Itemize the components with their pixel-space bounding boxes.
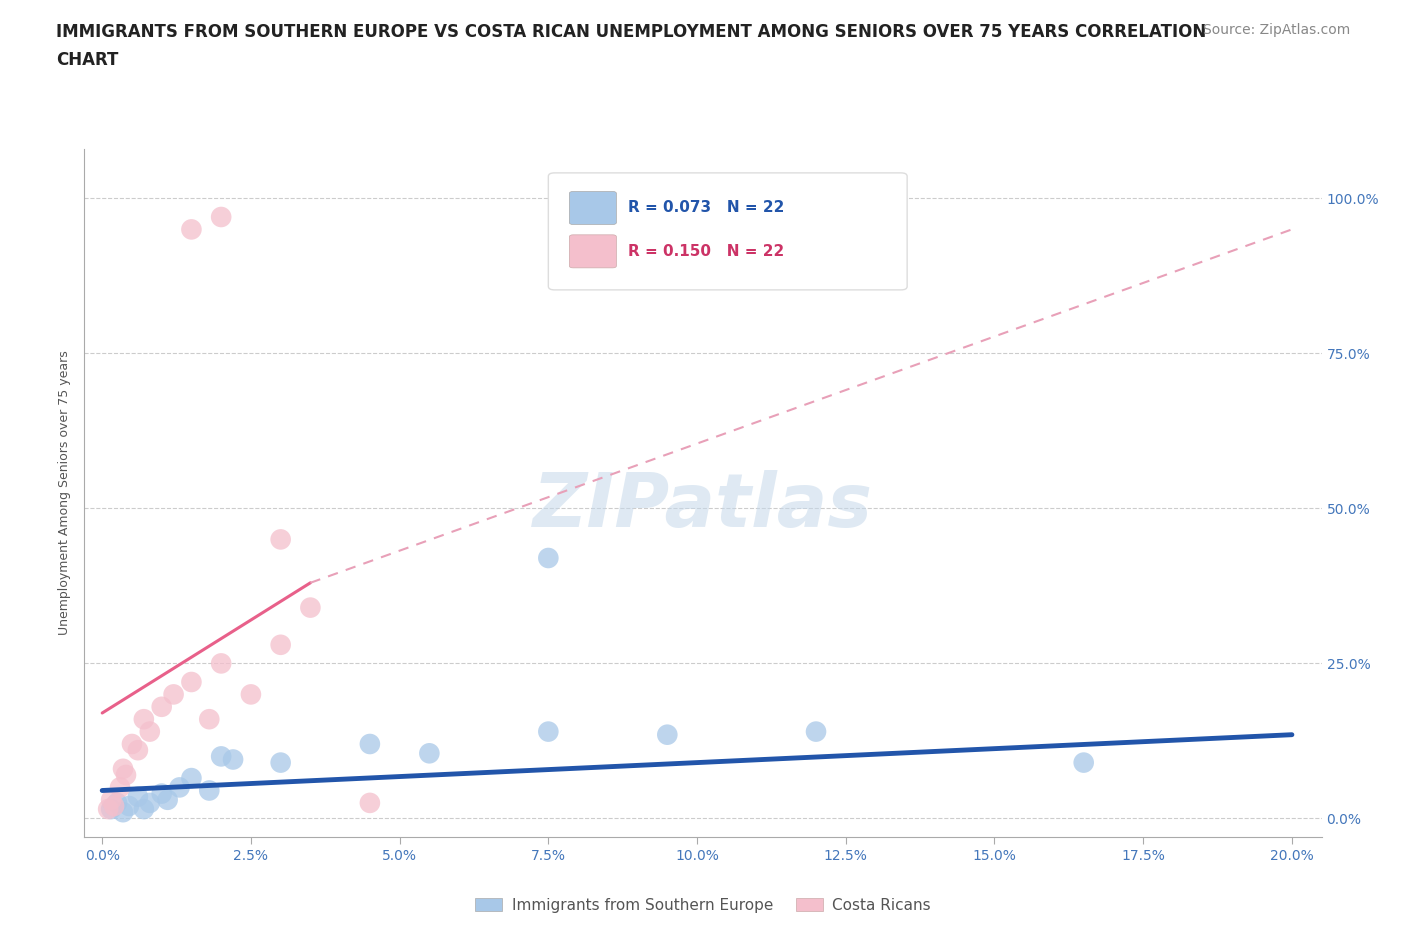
Point xyxy=(359,795,381,810)
Point xyxy=(537,551,560,565)
Point xyxy=(115,767,138,782)
Point xyxy=(239,687,262,702)
Point xyxy=(162,687,184,702)
Text: Source: ZipAtlas.com: Source: ZipAtlas.com xyxy=(1202,23,1350,37)
Point xyxy=(105,795,128,810)
Point xyxy=(100,792,122,807)
Point xyxy=(121,737,143,751)
Point xyxy=(156,792,179,807)
Point xyxy=(169,780,191,795)
Point xyxy=(180,674,202,689)
Point xyxy=(270,755,292,770)
Point xyxy=(270,532,292,547)
FancyBboxPatch shape xyxy=(569,192,616,224)
Legend: Immigrants from Southern Europe, Costa Ricans: Immigrants from Southern Europe, Costa R… xyxy=(468,892,938,919)
Point xyxy=(139,724,162,739)
Point xyxy=(209,749,232,764)
Text: CHART: CHART xyxy=(56,51,118,69)
Point xyxy=(198,711,221,726)
Point xyxy=(127,743,149,758)
Point xyxy=(139,795,162,810)
Text: R = 0.073   N = 22: R = 0.073 N = 22 xyxy=(627,201,785,216)
Text: IMMIGRANTS FROM SOUTHERN EUROPE VS COSTA RICAN UNEMPLOYMENT AMONG SENIORS OVER 7: IMMIGRANTS FROM SOUTHERN EUROPE VS COSTA… xyxy=(56,23,1206,41)
Point xyxy=(537,724,560,739)
Point xyxy=(359,737,381,751)
Point xyxy=(100,802,122,817)
FancyBboxPatch shape xyxy=(548,173,907,290)
Point xyxy=(180,222,202,237)
Point xyxy=(209,656,232,671)
Point xyxy=(150,699,173,714)
Point xyxy=(299,600,322,615)
FancyBboxPatch shape xyxy=(569,235,616,268)
Point xyxy=(132,711,155,726)
Point xyxy=(209,209,232,224)
Point xyxy=(270,637,292,652)
Point xyxy=(108,780,131,795)
Point xyxy=(132,802,155,817)
Y-axis label: Unemployment Among Seniors over 75 years: Unemployment Among Seniors over 75 years xyxy=(58,351,72,635)
Text: R = 0.150   N = 22: R = 0.150 N = 22 xyxy=(627,244,783,259)
Point xyxy=(112,762,135,777)
Point xyxy=(103,799,125,814)
Point xyxy=(112,804,135,819)
Point xyxy=(804,724,827,739)
Point xyxy=(1073,755,1095,770)
Text: ZIPatlas: ZIPatlas xyxy=(533,471,873,543)
Point xyxy=(127,790,149,804)
Point xyxy=(118,799,141,814)
Point xyxy=(657,727,679,742)
Point xyxy=(418,746,440,761)
Point xyxy=(97,802,120,817)
Point xyxy=(222,752,245,767)
Point xyxy=(198,783,221,798)
Point xyxy=(150,786,173,801)
Point xyxy=(180,771,202,786)
